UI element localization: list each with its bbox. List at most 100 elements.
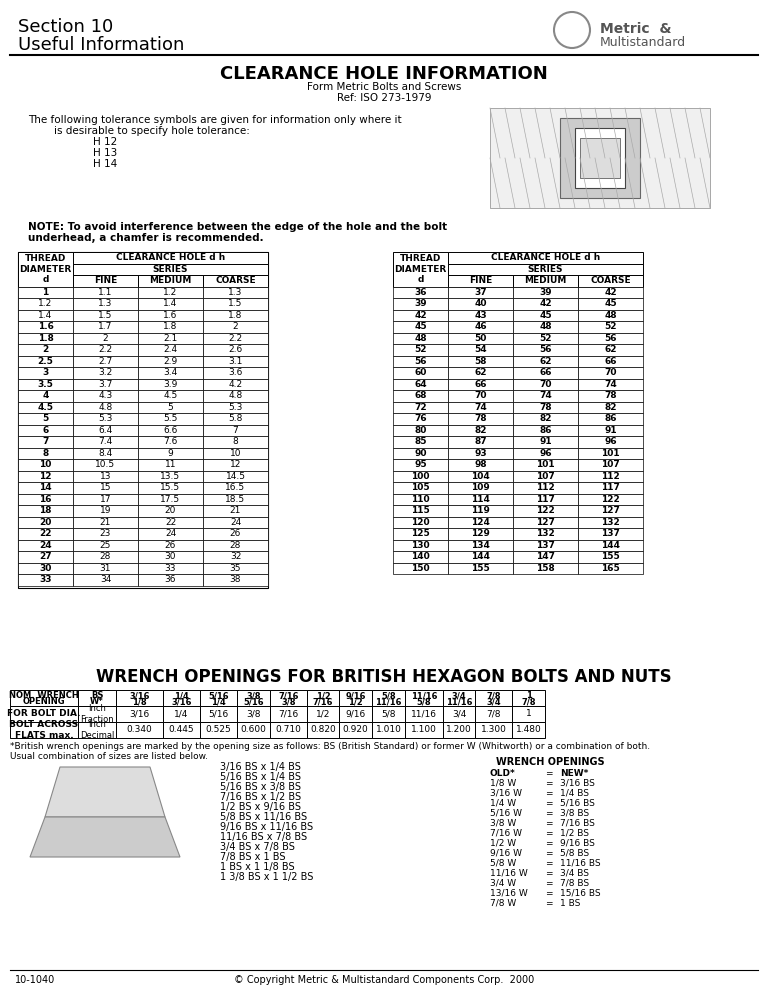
Text: =: = <box>545 769 552 778</box>
Text: 9/16 BS x 11/16 BS: 9/16 BS x 11/16 BS <box>220 822 313 832</box>
Text: 78: 78 <box>474 414 487 423</box>
Bar <box>73 459 138 470</box>
Text: =: = <box>545 879 552 888</box>
Bar <box>203 379 268 390</box>
Text: 1.5: 1.5 <box>98 311 113 320</box>
Bar <box>18 402 73 413</box>
Text: 0.340: 0.340 <box>127 726 152 735</box>
Text: 60: 60 <box>414 368 427 378</box>
Bar <box>73 540 138 551</box>
Bar <box>18 379 73 390</box>
Bar <box>18 424 73 436</box>
Text: 85: 85 <box>414 437 427 446</box>
Text: 10: 10 <box>230 448 241 458</box>
Text: 1/8: 1/8 <box>132 698 147 707</box>
Text: 3.9: 3.9 <box>164 380 177 389</box>
Text: NOM. WRENCH: NOM. WRENCH <box>9 691 79 700</box>
Text: 1/4: 1/4 <box>174 691 189 700</box>
Bar <box>448 482 513 493</box>
Text: 11/16 W: 11/16 W <box>490 869 528 878</box>
Bar <box>393 402 448 413</box>
Text: 5/8: 5/8 <box>381 710 396 719</box>
Bar <box>339 722 372 738</box>
Text: Inch
Decimal: Inch Decimal <box>80 721 114 740</box>
Text: 24: 24 <box>230 518 241 527</box>
Bar <box>73 309 138 321</box>
Text: 30: 30 <box>39 564 51 573</box>
Text: 10: 10 <box>39 460 51 469</box>
Bar <box>73 574 138 585</box>
Text: 40: 40 <box>475 299 487 308</box>
Bar <box>448 447 513 459</box>
Text: =: = <box>545 849 552 858</box>
Text: 46: 46 <box>474 322 487 331</box>
Bar <box>393 540 448 551</box>
Polygon shape <box>30 817 180 857</box>
Text: 66: 66 <box>604 357 617 366</box>
Text: Metric  &: Metric & <box>600 22 671 36</box>
Text: FOR BOLT DIA.: FOR BOLT DIA. <box>7 710 81 719</box>
Bar <box>448 275 513 286</box>
Bar <box>513 470 578 482</box>
Text: 1.6: 1.6 <box>164 311 177 320</box>
Text: 2.1: 2.1 <box>164 334 177 343</box>
Text: =: = <box>545 809 552 818</box>
Text: 96: 96 <box>539 448 552 458</box>
Bar <box>18 436 73 447</box>
Text: 12: 12 <box>230 460 241 469</box>
Bar <box>18 367 73 379</box>
Bar <box>513 482 578 493</box>
Bar <box>513 459 578 470</box>
Bar <box>138 551 203 563</box>
Bar <box>73 298 138 309</box>
Bar <box>578 447 643 459</box>
Text: =: = <box>545 859 552 868</box>
Bar <box>513 367 578 379</box>
Bar <box>405 690 443 706</box>
Bar <box>448 321 513 333</box>
Bar <box>578 275 643 286</box>
Bar <box>448 263 643 275</box>
Text: 1/4 BS: 1/4 BS <box>560 789 589 798</box>
Text: 34: 34 <box>100 576 111 584</box>
Bar <box>203 540 268 551</box>
Text: 26: 26 <box>165 541 176 550</box>
Bar <box>512 722 545 738</box>
Bar <box>339 690 372 706</box>
Bar <box>372 722 405 738</box>
Text: 90: 90 <box>414 448 427 458</box>
Text: The following tolerance symbols are given for information only where it: The following tolerance symbols are give… <box>28 115 402 125</box>
Bar <box>203 413 268 424</box>
Text: 58: 58 <box>475 357 487 366</box>
Polygon shape <box>45 767 165 817</box>
Text: 78: 78 <box>539 403 552 412</box>
Text: Ref: ISO 273-1979: Ref: ISO 273-1979 <box>336 93 432 103</box>
Text: 7/8 BS: 7/8 BS <box>560 879 589 888</box>
Text: 66: 66 <box>539 368 551 378</box>
Text: 11/16: 11/16 <box>376 698 402 707</box>
Text: 100: 100 <box>411 472 430 481</box>
Text: 35: 35 <box>230 564 241 573</box>
Text: COARSE: COARSE <box>215 276 256 285</box>
Text: 25: 25 <box>100 541 111 550</box>
Text: 109: 109 <box>471 483 490 492</box>
Text: 23: 23 <box>100 529 111 538</box>
Text: =: = <box>545 899 552 908</box>
Bar <box>270 690 307 706</box>
Text: 2.7: 2.7 <box>98 357 113 366</box>
Text: 8: 8 <box>233 437 238 446</box>
Bar <box>203 459 268 470</box>
Bar <box>393 424 448 436</box>
Text: Section 10: Section 10 <box>18 18 113 36</box>
Bar <box>513 563 578 574</box>
Text: 18.5: 18.5 <box>226 495 246 504</box>
Text: 3/16 W: 3/16 W <box>490 789 522 798</box>
Text: 3.6: 3.6 <box>228 368 243 378</box>
Text: H 14: H 14 <box>28 159 118 169</box>
Bar <box>393 482 448 493</box>
Bar <box>448 379 513 390</box>
Text: 10-1040: 10-1040 <box>15 975 55 985</box>
Bar <box>448 528 513 540</box>
Text: 3/8: 3/8 <box>281 698 296 707</box>
Text: 9/16: 9/16 <box>346 710 366 719</box>
